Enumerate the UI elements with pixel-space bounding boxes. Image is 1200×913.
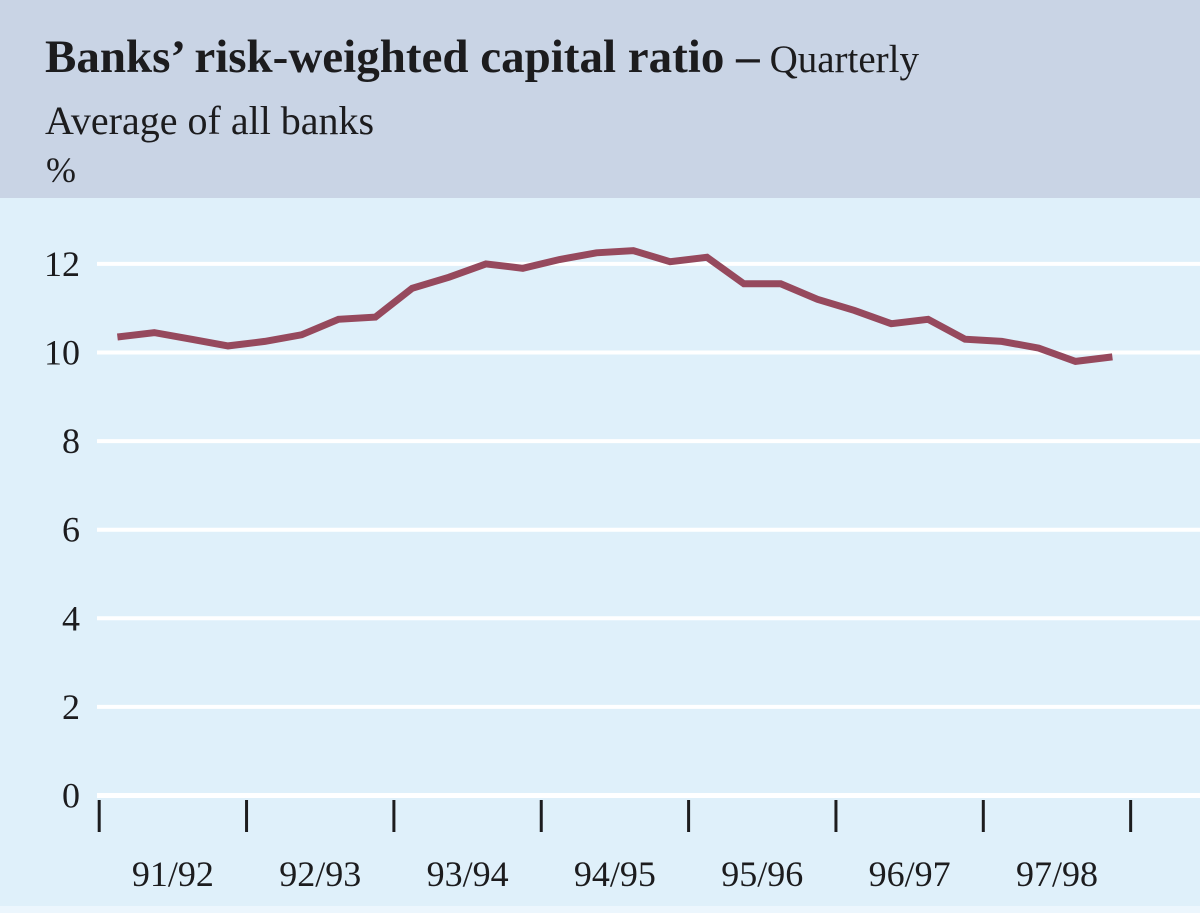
chart-title-frequency: Quarterly bbox=[769, 38, 920, 81]
data-line bbox=[116, 247, 1113, 365]
x-axis-tick-label: 97/98 bbox=[1016, 854, 1098, 894]
bottom-edge-strip bbox=[0, 906, 1200, 913]
x-axis-tick-label: 96/97 bbox=[869, 854, 951, 894]
x-axis-tick-label: 92/93 bbox=[279, 854, 361, 894]
chart-title: Banks’ risk-weighted capital ratio – Qua… bbox=[45, 34, 919, 81]
y-axis-tick-label: 0 bbox=[62, 776, 80, 816]
x-axis-tick-label: 93/94 bbox=[427, 854, 509, 894]
chart-title-main: Banks’ risk-weighted capital ratio – bbox=[45, 31, 760, 83]
y-axis-tick-label: 10 bbox=[44, 333, 80, 373]
chart-subtitle: Average of all banks bbox=[45, 98, 375, 143]
x-axis-tick-label: 94/95 bbox=[574, 854, 656, 894]
y-axis-tick-label: 2 bbox=[62, 687, 80, 727]
y-axis-tick-label: 4 bbox=[62, 598, 80, 638]
y-axis-tick-label: 8 bbox=[62, 421, 80, 461]
y-axis-tick-label: 12 bbox=[44, 244, 80, 284]
chart-header: Banks’ risk-weighted capital ratio – Qua… bbox=[0, 0, 1200, 198]
x-axis-tick-label: 91/92 bbox=[132, 854, 214, 894]
y-axis-unit-label: % bbox=[46, 150, 76, 190]
x-axis-tick-label: 95/96 bbox=[721, 854, 803, 894]
y-axis-tick-label: 6 bbox=[62, 510, 80, 550]
